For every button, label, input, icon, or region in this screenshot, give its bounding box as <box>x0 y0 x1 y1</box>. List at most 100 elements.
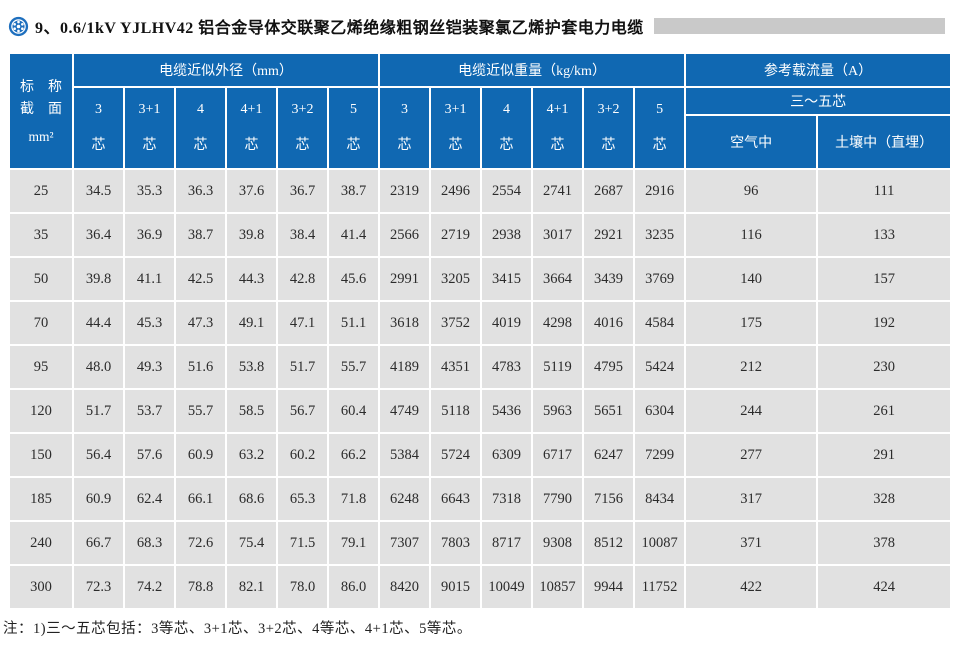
size-header-line2: 截 面 <box>20 102 62 117</box>
table-row: 185 60.9 62.4 66.1 68.6 65.3 71.8 6248 6643 7318 7… <box>10 478 951 520</box>
value-cell: 9015 <box>431 566 481 608</box>
value-cell: 371 <box>686 522 817 564</box>
value-cell: 9308 <box>533 522 583 564</box>
size-cell: 50 <box>10 258 72 300</box>
value-cell: 2496 <box>431 170 481 212</box>
core-count: 3+2 <box>291 102 314 117</box>
value-cell: 72.6 <box>176 522 225 564</box>
value-cell: 49.3 <box>125 346 174 388</box>
value-cell: 192 <box>818 302 951 344</box>
value-cell: 4189 <box>380 346 430 388</box>
value-cell: 10087 <box>635 522 685 564</box>
core-count: 4 <box>197 102 204 117</box>
value-cell: 2916 <box>635 170 685 212</box>
value-cell: 5424 <box>635 346 685 388</box>
value-cell: 8434 <box>635 478 685 520</box>
value-cell: 49.1 <box>227 302 276 344</box>
size-cell: 95 <box>10 346 72 388</box>
size-cell: 150 <box>10 434 72 476</box>
value-cell: 38.4 <box>278 214 327 256</box>
value-cell: 4019 <box>482 302 532 344</box>
value-cell: 78.8 <box>176 566 225 608</box>
value-cell: 60.9 <box>74 478 123 520</box>
table-body: 25 34.5 35.3 36.3 37.6 36.7 38.7 2319 2496 2554 27… <box>10 170 951 608</box>
value-cell: 55.7 <box>176 390 225 432</box>
size-column-header: 标 称 截 面 mm² <box>10 54 72 168</box>
value-cell: 5436 <box>482 390 532 432</box>
value-cell: 6643 <box>431 478 481 520</box>
core-header-d3p2: 3+2 芯 <box>278 88 327 168</box>
ampacity-subheader: 三～五芯 <box>686 88 951 114</box>
size-cell: 70 <box>10 302 72 344</box>
value-cell: 4749 <box>380 390 430 432</box>
value-cell: 6248 <box>380 478 430 520</box>
value-cell: 6247 <box>584 434 634 476</box>
value-cell: 82.1 <box>227 566 276 608</box>
table-header: 标 称 截 面 mm² 电缆近似外径（mm） 电缆近似重量（kg/km） 参考载… <box>10 54 951 168</box>
core-suffix: 芯 <box>91 138 106 153</box>
page-title: 9、0.6/1kV YJLHV42 铝合金导体交联聚乙烯绝缘粗钢丝铠装聚氯乙烯护… <box>35 20 644 37</box>
value-cell: 378 <box>818 522 951 564</box>
size-cell: 120 <box>10 390 72 432</box>
value-cell: 66.7 <box>74 522 123 564</box>
core-suffix: 芯 <box>397 138 412 153</box>
value-cell: 35.3 <box>125 170 174 212</box>
size-header-unit: mm² <box>28 128 54 144</box>
value-cell: 63.2 <box>227 434 276 476</box>
value-cell: 60.9 <box>176 434 225 476</box>
core-suffix: 芯 <box>652 138 667 153</box>
value-cell: 44.4 <box>74 302 123 344</box>
value-cell: 4298 <box>533 302 583 344</box>
value-cell: 4016 <box>584 302 634 344</box>
value-cell: 47.1 <box>278 302 327 344</box>
value-cell: 71.8 <box>329 478 379 520</box>
value-cell: 96 <box>686 170 817 212</box>
table-row: 35 36.4 36.9 38.7 39.8 38.4 41.4 2566 2719 2938 30… <box>10 214 951 256</box>
value-cell: 39.8 <box>227 214 276 256</box>
value-cell: 57.6 <box>125 434 174 476</box>
value-cell: 2566 <box>380 214 430 256</box>
size-cell: 25 <box>10 170 72 212</box>
value-cell: 116 <box>686 214 817 256</box>
core-count: 3+1 <box>138 102 161 117</box>
value-cell: 5119 <box>533 346 583 388</box>
value-cell: 157 <box>818 258 951 300</box>
value-cell: 68.3 <box>125 522 174 564</box>
value-cell: 3017 <box>533 214 583 256</box>
table-row: 50 39.8 41.1 42.5 44.3 42.8 45.6 2991 3205 3415 36… <box>10 258 951 300</box>
size-cell: 240 <box>10 522 72 564</box>
spec-table: 标 称 截 面 mm² 电缆近似外径（mm） 电缆近似重量（kg/km） 参考载… <box>8 52 953 610</box>
value-cell: 3664 <box>533 258 583 300</box>
size-cell: 185 <box>10 478 72 520</box>
value-cell: 3235 <box>635 214 685 256</box>
value-cell: 317 <box>686 478 817 520</box>
value-cell: 42.8 <box>278 258 327 300</box>
value-cell: 140 <box>686 258 817 300</box>
value-cell: 5118 <box>431 390 481 432</box>
group-header-ampacity: 参考载流量（A） <box>686 54 951 86</box>
value-cell: 74.2 <box>125 566 174 608</box>
value-cell: 9944 <box>584 566 634 608</box>
value-cell: 65.3 <box>278 478 327 520</box>
value-cell: 261 <box>818 390 951 432</box>
value-cell: 5651 <box>584 390 634 432</box>
value-cell: 86.0 <box>329 566 379 608</box>
value-cell: 34.5 <box>74 170 123 212</box>
value-cell: 79.1 <box>329 522 379 564</box>
value-cell: 62.4 <box>125 478 174 520</box>
core-count: 5 <box>656 102 664 117</box>
size-cell: 35 <box>10 214 72 256</box>
value-cell: 212 <box>686 346 817 388</box>
title-rule <box>653 18 945 34</box>
core-count: 4+1 <box>240 102 263 117</box>
value-cell: 72.3 <box>74 566 123 608</box>
core-count: 3 <box>401 102 409 117</box>
value-cell: 51.7 <box>278 346 327 388</box>
value-cell: 11752 <box>635 566 685 608</box>
value-cell: 7790 <box>533 478 583 520</box>
size-header-line1: 标 称 <box>20 80 62 96</box>
value-cell: 38.7 <box>329 170 379 212</box>
